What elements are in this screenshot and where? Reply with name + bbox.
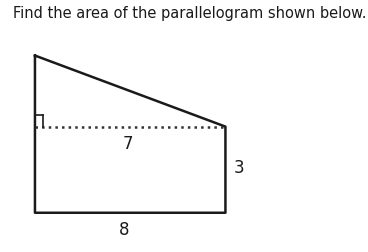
Text: 7: 7 bbox=[122, 135, 132, 153]
Text: Find the area of the parallelogram shown below.: Find the area of the parallelogram shown… bbox=[13, 6, 366, 21]
Text: 8: 8 bbox=[119, 221, 130, 239]
Text: 3: 3 bbox=[234, 159, 245, 177]
